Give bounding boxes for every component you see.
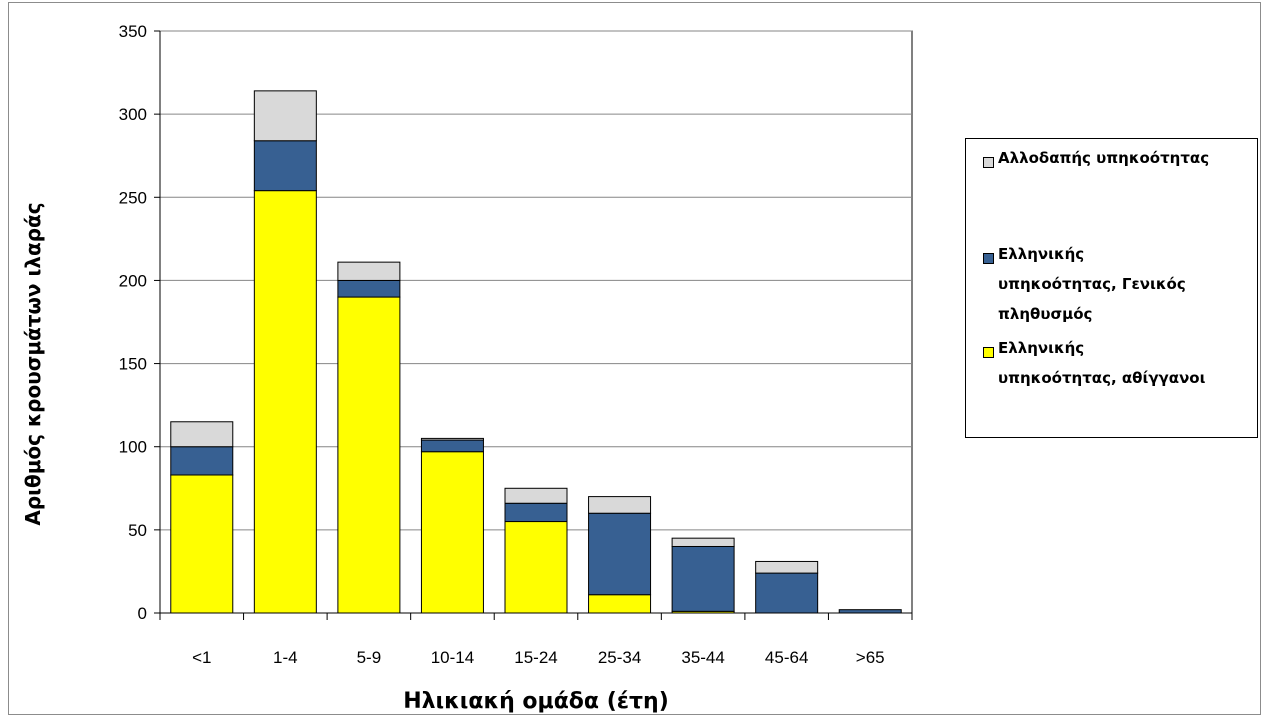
y-tick-label: 350 — [119, 22, 147, 41]
bar-segment-3 — [671, 537, 735, 547]
bar-segment-2 — [337, 279, 401, 298]
legend-label-line: υπηκοότητας, Γενικός — [998, 275, 1186, 293]
tick-labels: 0 50 100 150 200 250 300 350 <1 1-4 5-9 10-14 15-24 2… — [119, 22, 885, 667]
legend-label-line: υπηκοότητας, αθίγγανοι — [998, 369, 1206, 387]
x-tick-label: 25-34 — [598, 648, 641, 667]
x-tick-label: 35-44 — [681, 648, 724, 667]
y-tick-label: 300 — [119, 105, 147, 124]
y-tick-label: 50 — [128, 521, 147, 540]
y-tick-label: 0 — [138, 604, 147, 623]
x-tick-label: 45-64 — [765, 648, 808, 667]
legend-label-line: πληθυσμός — [998, 305, 1093, 323]
legend: Αλλοδαπής υπηκοότητας Ελληνικής υπηκοότητα… — [965, 138, 1258, 438]
x-tick-label: 15-24 — [514, 648, 557, 667]
legend-label-line: Ελληνικής — [998, 245, 1085, 263]
bar-segment-1 — [253, 190, 317, 614]
bar-segment-3 — [170, 421, 234, 448]
bar-segment-3 — [504, 487, 568, 504]
y-tick-label: 200 — [119, 271, 147, 290]
bar-segment-2 — [170, 446, 234, 476]
y-tick-label: 100 — [119, 438, 147, 457]
legend-label: Ελληνικής υπηκοότητας, Γενικός πληθυσμός — [998, 239, 1186, 329]
bar-segment-2 — [253, 140, 317, 192]
legend-label-line: Ελληνικής — [998, 339, 1085, 357]
bar-segment-1 — [170, 474, 234, 614]
legend-label-line: Αλλοδαπής υπηκοότητας — [998, 149, 1210, 167]
bar-segment-2 — [755, 572, 819, 614]
bar-segment-1 — [588, 594, 652, 614]
x-tick-label: 5-9 — [357, 648, 382, 667]
legend-label: Ελληνικής υπηκοότητας, αθίγγανοι — [998, 333, 1205, 393]
bar-segment-3 — [420, 437, 484, 441]
x-tick-label: 10-14 — [431, 648, 474, 667]
bar-segment-1 — [420, 451, 484, 614]
bar-segment-3 — [588, 496, 652, 514]
bar-segment-3 — [337, 261, 401, 281]
bar-segment-2 — [504, 502, 568, 523]
x-tick-label: 1-4 — [273, 648, 298, 667]
legend-swatch — [983, 253, 994, 264]
bar-segment-3 — [253, 90, 317, 142]
bar-segment-3 — [755, 560, 819, 574]
legend-swatch — [983, 347, 994, 358]
bar-segment-2 — [588, 512, 652, 596]
legend-item: Ελληνικής υπηκοότητας, Γενικός πληθυσμός — [983, 245, 1186, 329]
legend-item: Αλλοδαπής υπηκοότητας — [983, 149, 1209, 173]
y-tick-label: 150 — [119, 355, 147, 374]
axes — [154, 30, 913, 620]
legend-swatch — [983, 157, 994, 168]
y-tick-label: 250 — [119, 188, 147, 207]
legend-item: Ελληνικής υπηκοότητας, αθίγγανοι — [983, 339, 1205, 393]
x-tick-label: >65 — [856, 648, 885, 667]
bar-segment-2 — [420, 439, 484, 453]
legend-label: Αλλοδαπής υπηκοότητας — [998, 143, 1209, 173]
x-tick-label: <1 — [192, 648, 211, 667]
bar-segment-2 — [671, 545, 735, 612]
y-axis-title: Αριθμός κρουσμάτων ιλαράς — [21, 202, 45, 525]
x-axis-title: Ηλικιακή ομάδα (έτη) — [403, 689, 669, 714]
chart-frame — [8, 2, 1261, 715]
bar-segment-1 — [337, 296, 401, 614]
bars — [170, 90, 902, 614]
bar-segment-1 — [504, 521, 568, 614]
